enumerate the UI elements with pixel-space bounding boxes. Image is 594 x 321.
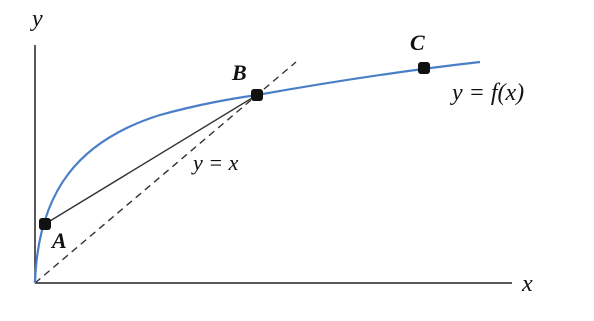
diagonal-line xyxy=(34,61,297,284)
point-c xyxy=(418,62,430,74)
point-label: B xyxy=(231,60,247,85)
point-label: A xyxy=(50,228,67,253)
curve-label: y = f(x) xyxy=(450,80,524,106)
y-axis-label: y xyxy=(30,6,43,32)
point-a xyxy=(39,218,51,230)
secant-line xyxy=(44,94,258,225)
point-b xyxy=(251,89,263,101)
point-label: C xyxy=(410,30,425,55)
x-axis-label: x xyxy=(521,271,533,297)
line-label: y = x xyxy=(191,150,239,175)
function-curve xyxy=(33,60,481,284)
